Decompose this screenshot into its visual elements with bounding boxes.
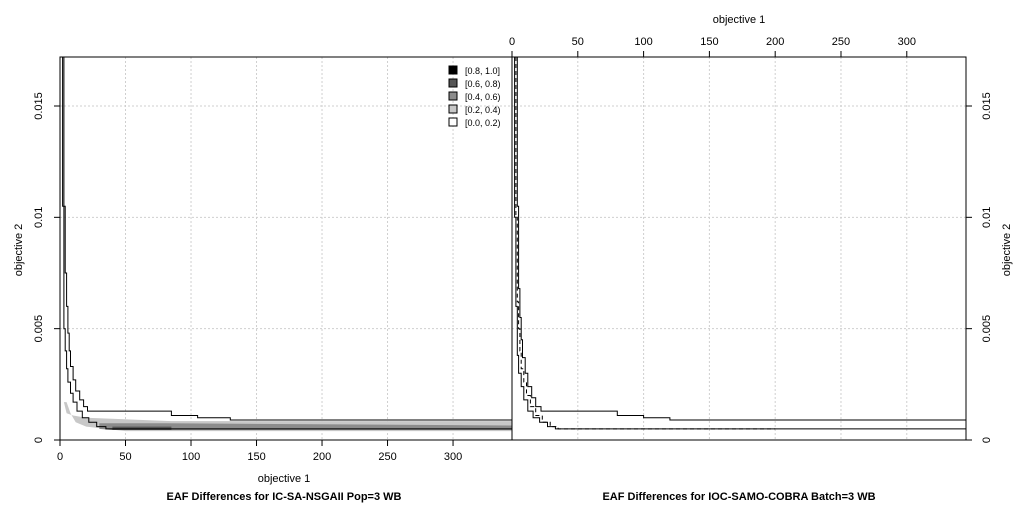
left-x-tick-label: 300 <box>444 451 462 463</box>
legend-swatch <box>448 117 458 127</box>
left-attainment-curves <box>62 57 512 430</box>
left-y-tick-label: 0.005 <box>33 315 45 343</box>
legend-swatch <box>448 91 458 101</box>
legend-label: [0.2, 0.4) <box>465 105 501 115</box>
right-x-tick-label: 200 <box>766 36 784 48</box>
right-panel: 0 50 100 150 200 250 300 0 0.005 0.01 0.015 objec… <box>509 14 1013 503</box>
left-attainment-curve-upper <box>63 57 512 421</box>
legend-label: [0.6, 0.8) <box>465 79 501 89</box>
right-y-axis-ticks: 0 0.005 0.01 0.015 <box>966 92 993 443</box>
legend-label: [0.4, 0.6) <box>465 92 501 102</box>
left-x-tick-label: 250 <box>378 451 396 463</box>
legend-label: [0.8, 1.0] <box>465 66 500 76</box>
left-y-tick-label: 0 <box>33 437 45 443</box>
right-attainment-curves <box>514 57 966 430</box>
right-panel-title: EAF Differences for IOC-SAMO-COBRA Batch… <box>602 491 875 503</box>
legend-swatch <box>448 104 458 114</box>
right-attainment-curve-upper <box>516 57 966 421</box>
right-x-tick-label: 0 <box>509 36 515 48</box>
legend-label: [0.0, 0.2) <box>465 118 501 128</box>
right-x-tick-label: 300 <box>898 36 916 48</box>
right-y-tick-label: 0.015 <box>981 92 993 120</box>
left-panel: 0 50 100 150 200 250 300 0 0.005 0.01 0.015 objec… <box>13 56 513 503</box>
right-x-tick-label: 150 <box>700 36 718 48</box>
right-attainment-curve-median <box>515 57 776 430</box>
right-attainment-curve-lower <box>514 57 966 430</box>
left-y-axis-ticks: 0 0.005 0.01 0.015 <box>33 92 60 443</box>
left-y-tick-label: 0.015 <box>33 92 45 120</box>
right-y-tick-label: 0.005 <box>981 315 993 343</box>
legend-swatch <box>448 78 458 88</box>
left-panel-title: EAF Differences for IC-SA-NSGAII Pop=3 W… <box>166 491 401 503</box>
left-x-axis-label: objective 1 <box>258 473 311 485</box>
right-y-axis-label: objective 2 <box>1001 224 1013 277</box>
right-y-tick-label: 0.01 <box>981 207 993 228</box>
legend: [0.8, 1.0] [0.6, 0.8) [0.4, 0.6) [0.2, 0.4)… <box>448 65 501 128</box>
left-x-tick-label: 0 <box>57 451 63 463</box>
left-x-tick-label: 100 <box>182 451 200 463</box>
right-x-tick-label: 50 <box>572 36 584 48</box>
right-x-tick-label: 100 <box>634 36 652 48</box>
right-plot-frame <box>511 56 967 441</box>
left-attainment-curve-lower <box>62 57 512 430</box>
left-x-tick-label: 150 <box>247 451 265 463</box>
right-y-tick-label: 0 <box>981 437 993 443</box>
left-eaf-regions <box>63 402 513 432</box>
right-x-axis-ticks: 0 50 100 150 200 250 300 <box>509 36 916 57</box>
left-y-axis-label: objective 2 <box>13 224 25 277</box>
left-y-tick-label: 0.01 <box>33 207 45 228</box>
left-x-axis-ticks: 0 50 100 150 200 250 300 <box>57 440 462 463</box>
legend-swatch <box>448 65 458 75</box>
right-x-tick-label: 250 <box>832 36 850 48</box>
eaf-region-0.6-0.8 <box>112 426 172 430</box>
eaf-region-0.4-0.6 <box>99 423 513 430</box>
left-x-tick-label: 200 <box>313 451 331 463</box>
left-x-tick-label: 50 <box>119 451 131 463</box>
right-x-axis-label: objective 1 <box>713 14 766 26</box>
